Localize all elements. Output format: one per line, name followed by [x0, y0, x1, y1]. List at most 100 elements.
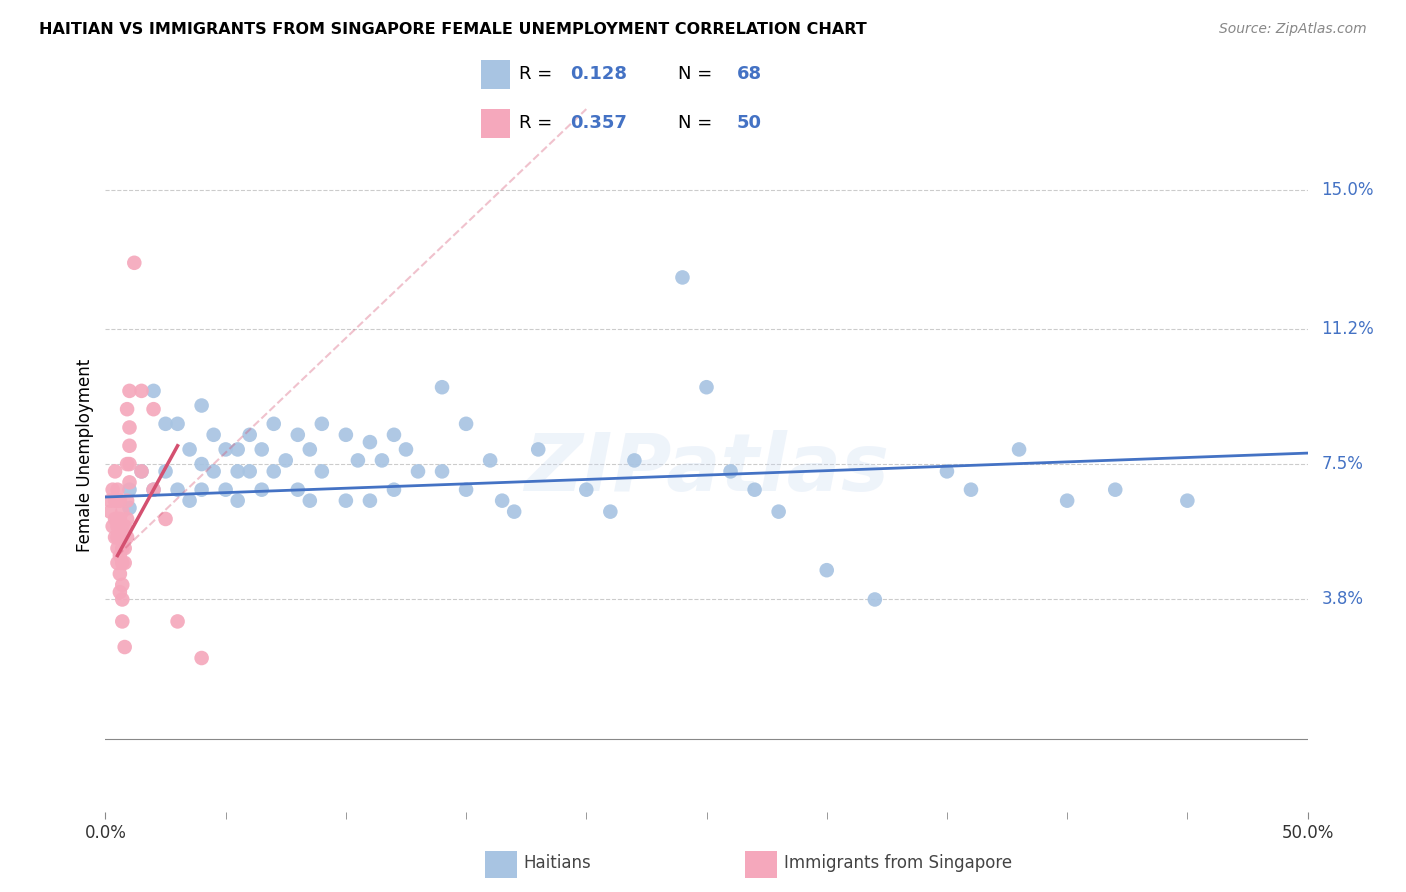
Point	[382, 483, 405, 497]
Point	[111, 592, 134, 607]
Point	[101, 519, 124, 533]
Point	[98, 505, 121, 519]
Point	[179, 442, 201, 457]
Point	[142, 483, 165, 497]
Point	[124, 256, 146, 270]
Point	[108, 549, 131, 563]
Point	[101, 483, 124, 497]
Point	[111, 541, 134, 556]
Point	[111, 519, 134, 533]
Point	[454, 483, 477, 497]
Point	[263, 417, 285, 431]
Point	[430, 380, 453, 394]
Text: R =: R =	[519, 65, 558, 84]
Point	[118, 457, 141, 471]
Point	[479, 453, 502, 467]
Point	[335, 493, 357, 508]
Point	[226, 442, 249, 457]
Text: 7.5%: 7.5%	[1322, 455, 1364, 473]
Point	[107, 519, 129, 533]
Point	[202, 464, 225, 478]
Y-axis label: Female Unemployment: Female Unemployment	[76, 359, 94, 551]
Point	[118, 439, 141, 453]
Point	[936, 464, 959, 478]
Point	[114, 640, 136, 654]
Point	[214, 483, 236, 497]
Text: 0.128: 0.128	[571, 65, 627, 84]
Text: 68: 68	[737, 65, 762, 84]
Point	[179, 493, 201, 508]
Point	[1008, 442, 1031, 457]
Text: Source: ZipAtlas.com: Source: ZipAtlas.com	[1219, 22, 1367, 37]
Point	[190, 457, 212, 471]
Point	[107, 530, 129, 544]
Point	[115, 493, 138, 508]
Point	[671, 270, 693, 285]
Point	[114, 541, 136, 556]
Point	[155, 417, 177, 431]
Point	[395, 442, 418, 457]
Point	[371, 453, 394, 467]
Point	[166, 417, 188, 431]
Point	[107, 483, 129, 497]
Point	[107, 541, 129, 556]
Point	[142, 402, 165, 417]
Text: 11.2%: 11.2%	[1322, 319, 1374, 338]
Text: R =: R =	[519, 113, 558, 132]
Point	[115, 457, 138, 471]
Point	[155, 512, 177, 526]
Point	[430, 464, 453, 478]
Point	[382, 427, 405, 442]
Bar	[485, 851, 517, 878]
Point	[142, 483, 165, 497]
Point	[335, 427, 357, 442]
Point	[250, 442, 273, 457]
Point	[744, 483, 766, 497]
Bar	[481, 61, 510, 89]
Point	[108, 585, 131, 599]
Point	[118, 500, 141, 515]
Point	[107, 493, 129, 508]
Point	[623, 453, 645, 467]
Point	[104, 530, 127, 544]
Point	[250, 483, 273, 497]
Point	[131, 464, 153, 478]
Point	[104, 493, 127, 508]
Point	[190, 651, 212, 665]
Point	[768, 505, 790, 519]
Text: 15.0%: 15.0%	[1322, 180, 1374, 199]
Point	[347, 453, 370, 467]
Point	[114, 556, 136, 570]
Text: HAITIAN VS IMMIGRANTS FROM SINGAPORE FEMALE UNEMPLOYMENT CORRELATION CHART: HAITIAN VS IMMIGRANTS FROM SINGAPORE FEM…	[39, 22, 868, 37]
Point	[960, 483, 983, 497]
Point	[575, 483, 598, 497]
Point	[815, 563, 838, 577]
Point	[863, 592, 886, 607]
Point	[239, 427, 262, 442]
Text: Haitians: Haitians	[524, 854, 592, 872]
Text: Immigrants from Singapore: Immigrants from Singapore	[785, 854, 1012, 872]
Point	[239, 464, 262, 478]
Point	[226, 493, 249, 508]
Point	[108, 512, 131, 526]
Point	[118, 475, 141, 490]
Point	[190, 399, 212, 413]
Point	[118, 384, 141, 398]
Point	[274, 453, 297, 467]
Point	[696, 380, 718, 394]
Point	[491, 493, 513, 508]
Point	[108, 530, 131, 544]
Point	[115, 530, 138, 544]
Point	[599, 505, 621, 519]
Point	[107, 556, 129, 570]
Point	[263, 464, 285, 478]
Text: 50: 50	[737, 113, 762, 132]
Point	[166, 483, 188, 497]
Point	[214, 442, 236, 457]
Point	[226, 464, 249, 478]
Point	[311, 417, 333, 431]
Text: 3.8%: 3.8%	[1322, 591, 1364, 608]
Point	[108, 566, 131, 581]
Point	[359, 493, 381, 508]
Bar	[745, 851, 778, 878]
